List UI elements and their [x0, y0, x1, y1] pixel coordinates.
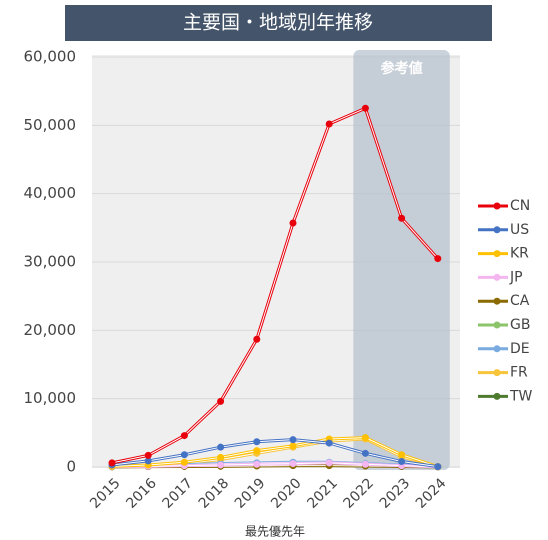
- point: [325, 459, 333, 467]
- legend-marker: [493, 392, 501, 400]
- legend-label: CA: [510, 293, 530, 309]
- legend-marker: [493, 321, 501, 329]
- point: [108, 459, 116, 467]
- point: [253, 447, 261, 455]
- legend-label: US: [510, 222, 529, 238]
- series-line-inner: [111, 462, 438, 468]
- legend-label: KR: [510, 246, 529, 262]
- point: [325, 120, 333, 128]
- x-tick-label: 2023: [377, 475, 414, 512]
- legend-marker: [493, 369, 501, 377]
- point: [434, 463, 442, 471]
- point: [289, 436, 297, 444]
- point: [253, 460, 261, 468]
- point: [217, 397, 225, 405]
- point: [180, 451, 188, 459]
- x-tick-label: 2018: [196, 475, 233, 512]
- point: [253, 335, 261, 343]
- point: [180, 432, 188, 440]
- legend-label: GB: [510, 317, 530, 333]
- legend-label: DE: [510, 341, 530, 357]
- legend-label: TW: [509, 388, 533, 404]
- series-line-inner: [111, 107, 439, 464]
- x-axis-label: 最先優先年: [245, 525, 305, 539]
- x-tick-label: 2016: [123, 475, 160, 512]
- point: [398, 458, 406, 466]
- point: [217, 453, 225, 461]
- reference-label: 参考値: [381, 60, 423, 77]
- reference-region: [353, 50, 450, 470]
- point: [361, 460, 369, 468]
- point: [217, 443, 225, 451]
- y-tick-label: 10,000: [24, 389, 77, 407]
- x-tick-label: 2020: [268, 475, 305, 512]
- point: [180, 458, 188, 466]
- x-tick-label: 2017: [160, 475, 197, 512]
- legend-label: FR: [510, 365, 528, 381]
- series-line-inner: [111, 439, 438, 468]
- legend-marker: [493, 202, 501, 210]
- x-tick-label: 2019: [232, 475, 269, 512]
- legend-marker: [493, 345, 501, 353]
- y-tick-label: 30,000: [24, 253, 77, 271]
- point: [289, 442, 297, 450]
- x-tick-label: 2015: [87, 475, 124, 512]
- point: [361, 449, 369, 457]
- point: [398, 214, 406, 222]
- legend-marker: [493, 297, 501, 305]
- series-line-inner: [111, 437, 438, 468]
- point: [253, 438, 261, 446]
- x-tick-label: 2022: [341, 475, 378, 512]
- point: [289, 219, 297, 227]
- y-tick-label: 60,000: [24, 48, 77, 66]
- legend-label: JP: [509, 269, 523, 285]
- legend-marker: [493, 250, 501, 258]
- legend-marker: [493, 273, 501, 281]
- legend-label: CN: [510, 198, 530, 214]
- point: [289, 460, 297, 468]
- point: [144, 457, 152, 465]
- x-tick-label: 2021: [304, 475, 341, 512]
- y-tick-label: 40,000: [24, 184, 77, 202]
- y-tick-label: 20,000: [24, 321, 77, 339]
- x-tick-label: 2024: [413, 475, 450, 512]
- chart-title: 主要国・地域別年推移: [183, 12, 373, 34]
- point: [434, 255, 442, 263]
- y-tick-label: 0: [66, 458, 76, 476]
- title-banner: [65, 5, 492, 41]
- legend-marker: [493, 226, 501, 234]
- y-tick-label: 50,000: [24, 116, 77, 134]
- point: [325, 439, 333, 447]
- point: [217, 461, 225, 469]
- point: [398, 451, 406, 459]
- point: [361, 104, 369, 112]
- point: [361, 434, 369, 442]
- point: [144, 451, 152, 459]
